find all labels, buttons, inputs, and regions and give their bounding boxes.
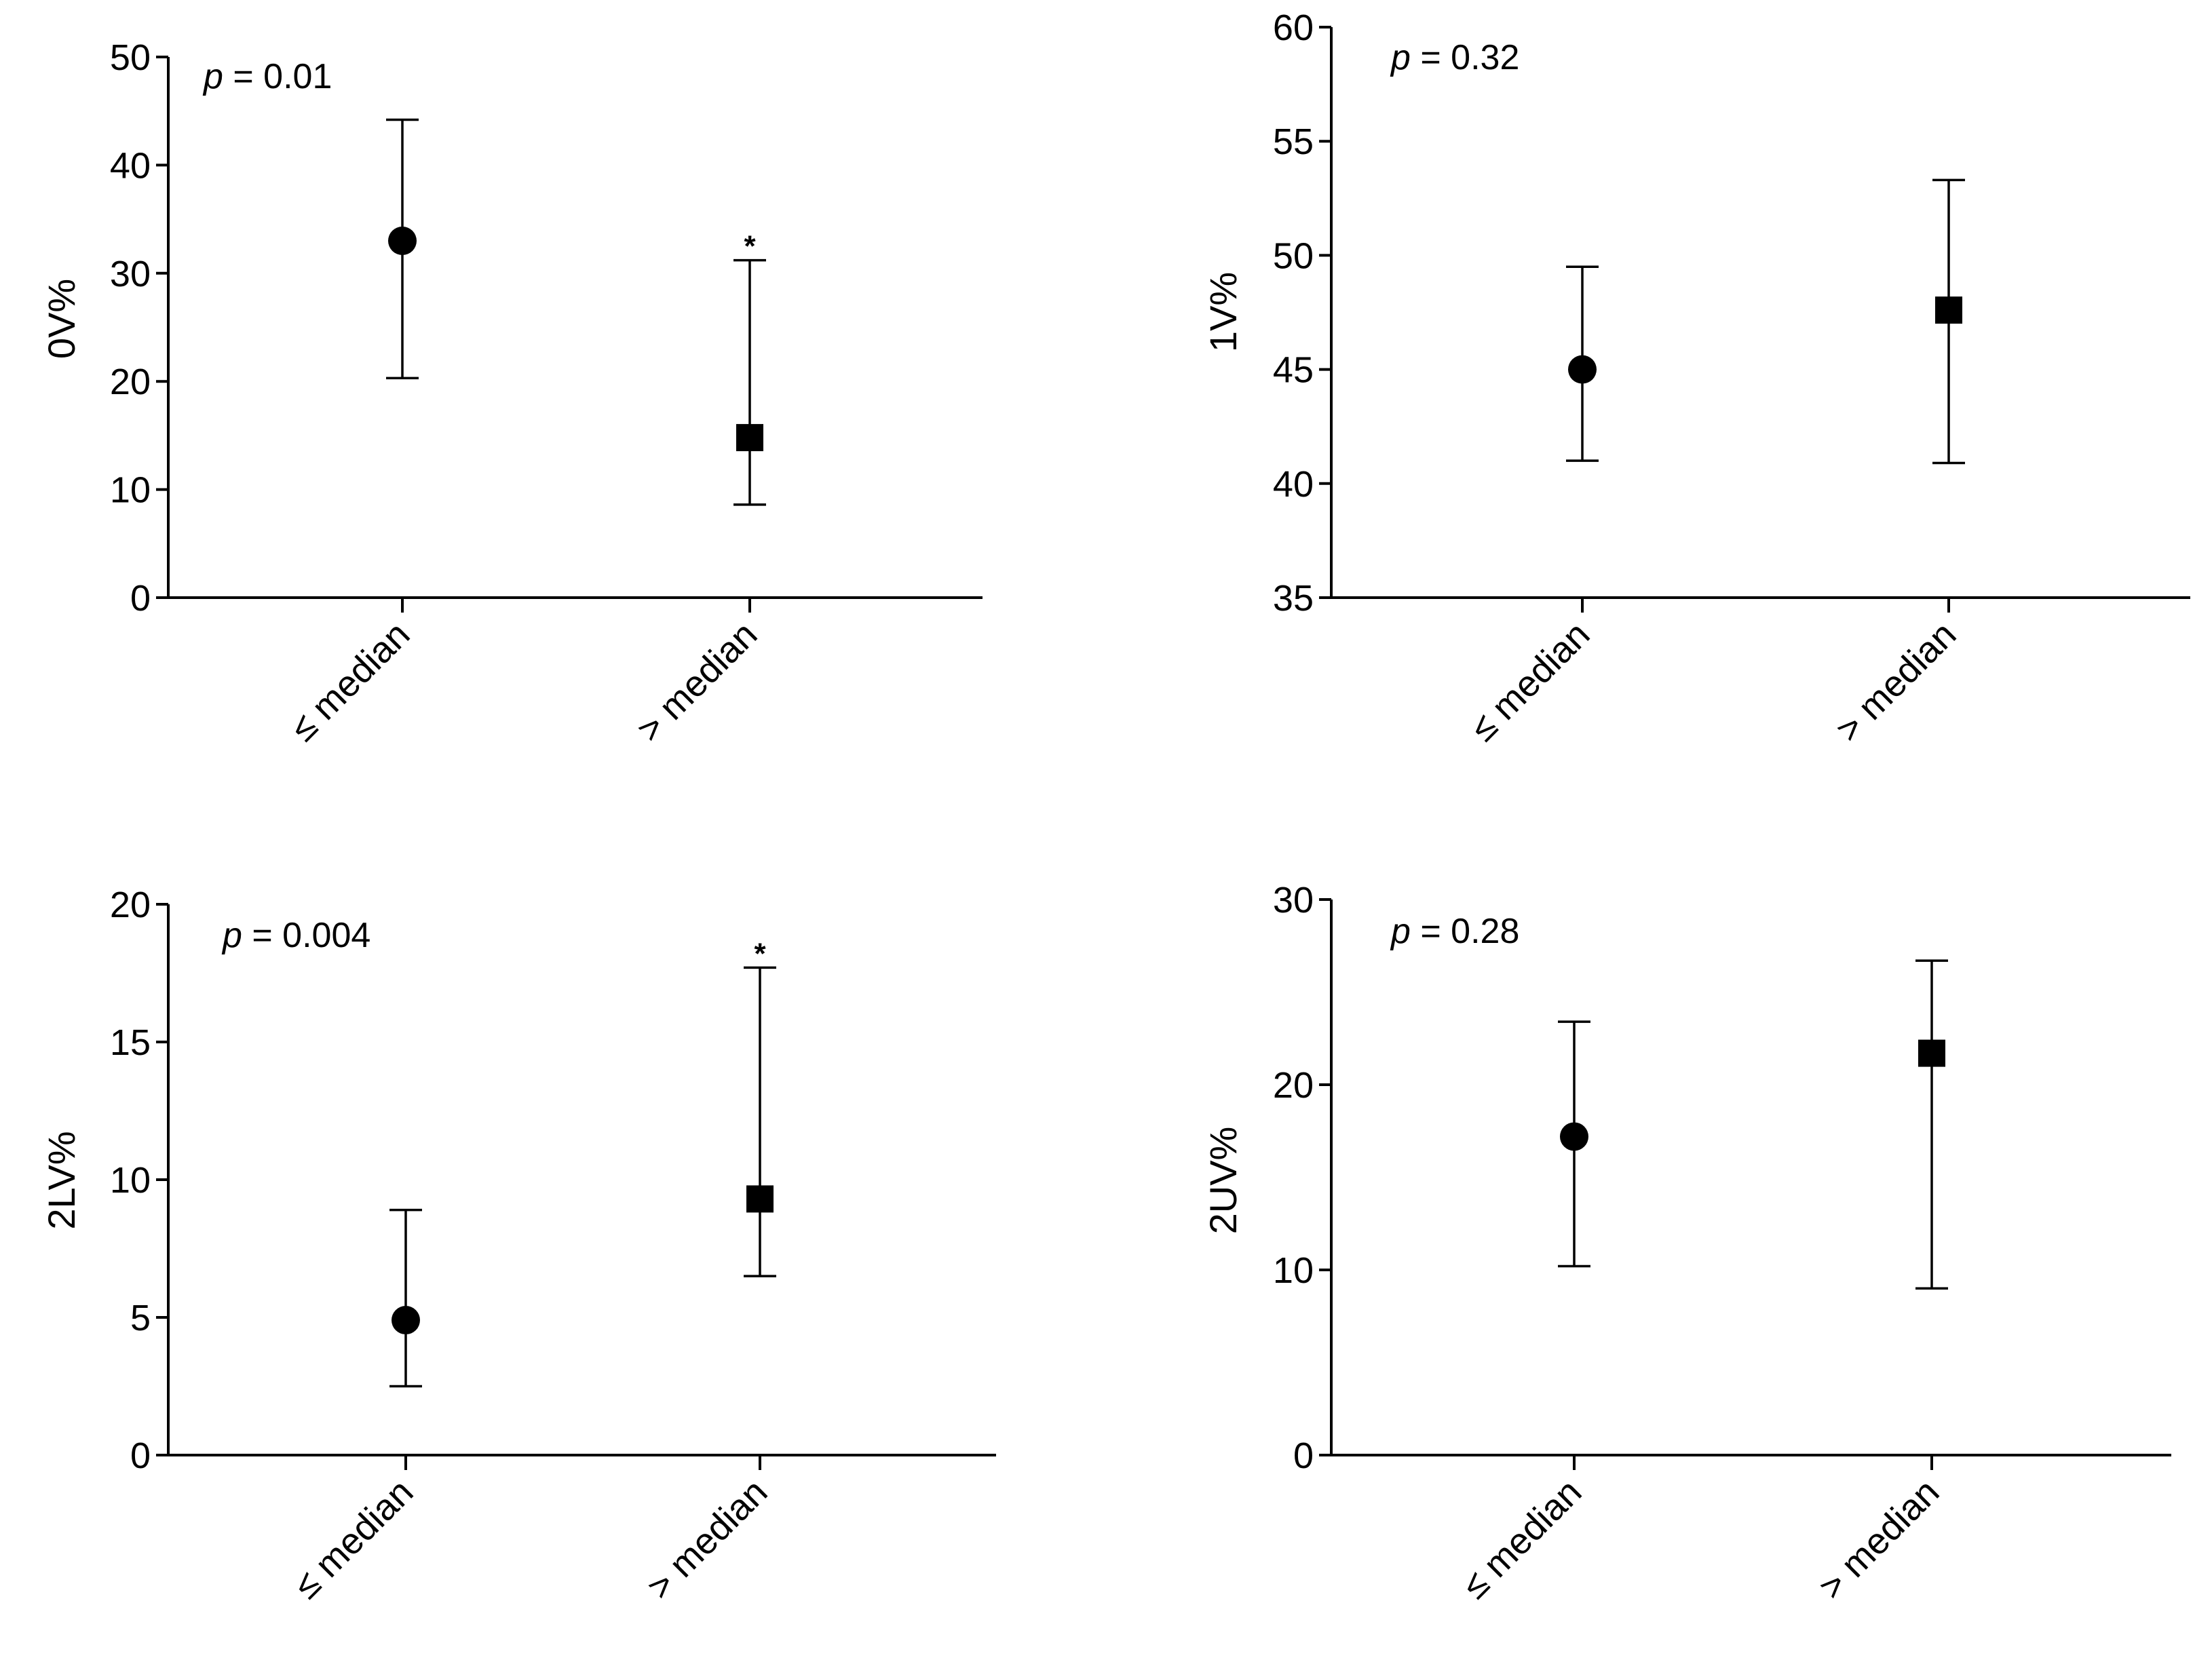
panel-top-left: 0 10 20 30 40 50 0V% ≤ median > median * p = 0.01 — [40, 37, 983, 750]
panel-bottom-left: 0 5 10 15 20 2LV% ≤ median > median * p = 0.004 — [40, 885, 996, 1608]
data-point-square — [1918, 1039, 1945, 1067]
y-tick-label: 20 — [110, 885, 151, 925]
significance-marker: * — [754, 937, 766, 970]
y-axis-label: 1V% — [1202, 272, 1244, 352]
y-tick-label: 20 — [110, 362, 151, 402]
data-point-square — [746, 1185, 774, 1213]
x-tick-label: ≤ median — [286, 1471, 421, 1606]
x-tick-label: > median — [1828, 614, 1964, 750]
p-value-label: p = 0.004 — [221, 916, 370, 955]
data-point-square — [736, 424, 763, 452]
y-tick-label: 10 — [1273, 1250, 1314, 1291]
data-point-square — [1935, 296, 1962, 324]
p-value-symbol: p — [1390, 38, 1411, 77]
p-value-label: p = 0.28 — [1390, 912, 1519, 951]
y-axis-label: 2LV% — [40, 1131, 83, 1229]
y-tick-label: 0 — [130, 578, 151, 619]
data-point-circle — [388, 226, 417, 255]
p-value-symbol: p — [1390, 912, 1411, 951]
p-value-text: = 0.32 — [1411, 38, 1519, 77]
significance-marker: * — [744, 230, 756, 263]
y-axis-label: 2UV% — [1202, 1127, 1244, 1235]
y-tick-label: 60 — [1273, 7, 1314, 48]
p-value-label: p = 0.32 — [1390, 38, 1519, 77]
y-tick-label: 30 — [110, 254, 151, 294]
y-tick-label: 40 — [1273, 464, 1314, 505]
y-tick-label: 10 — [110, 470, 151, 511]
panel-bottom-right: 0 10 20 30 2UV% ≤ median > median p = 0.28 — [1202, 880, 2171, 1608]
x-tick-label: > median — [1811, 1471, 1947, 1608]
y-tick-label: 5 — [130, 1298, 151, 1338]
y-tick-label: 50 — [110, 37, 151, 78]
p-value-text: = 0.28 — [1411, 912, 1519, 951]
y-tick-label: 55 — [1273, 121, 1314, 162]
y-tick-label: 0 — [1293, 1435, 1314, 1476]
y-tick-label: 35 — [1273, 578, 1314, 619]
data-point-circle — [1568, 355, 1597, 384]
y-tick-label: 0 — [130, 1435, 151, 1476]
y-axis-label: 0V% — [40, 279, 83, 359]
x-tick-label: ≤ median — [1454, 1471, 1589, 1606]
data-point-circle — [1560, 1122, 1588, 1151]
p-value-symbol: p — [202, 57, 223, 96]
p-value-label: p = 0.01 — [202, 57, 332, 96]
data-point-circle — [392, 1306, 420, 1335]
y-tick-label: 45 — [1273, 350, 1314, 391]
y-tick-label: 40 — [110, 145, 151, 186]
y-tick-label: 15 — [110, 1022, 151, 1063]
p-value-text: = 0.01 — [223, 57, 332, 96]
x-tick-label: ≤ median — [1462, 614, 1597, 749]
x-tick-label: ≤ median — [282, 614, 417, 749]
p-value-symbol: p — [221, 916, 242, 955]
x-tick-label: > median — [639, 1471, 776, 1608]
p-value-text: = 0.004 — [242, 916, 370, 955]
panel-top-right: 35 40 45 50 55 60 1V% ≤ median > median p = 0.32 — [1202, 7, 2190, 750]
y-tick-label: 30 — [1273, 880, 1314, 921]
y-tick-label: 20 — [1273, 1065, 1314, 1106]
y-tick-label: 50 — [1273, 235, 1314, 276]
x-tick-label: > median — [629, 614, 765, 750]
y-tick-label: 10 — [110, 1160, 151, 1201]
